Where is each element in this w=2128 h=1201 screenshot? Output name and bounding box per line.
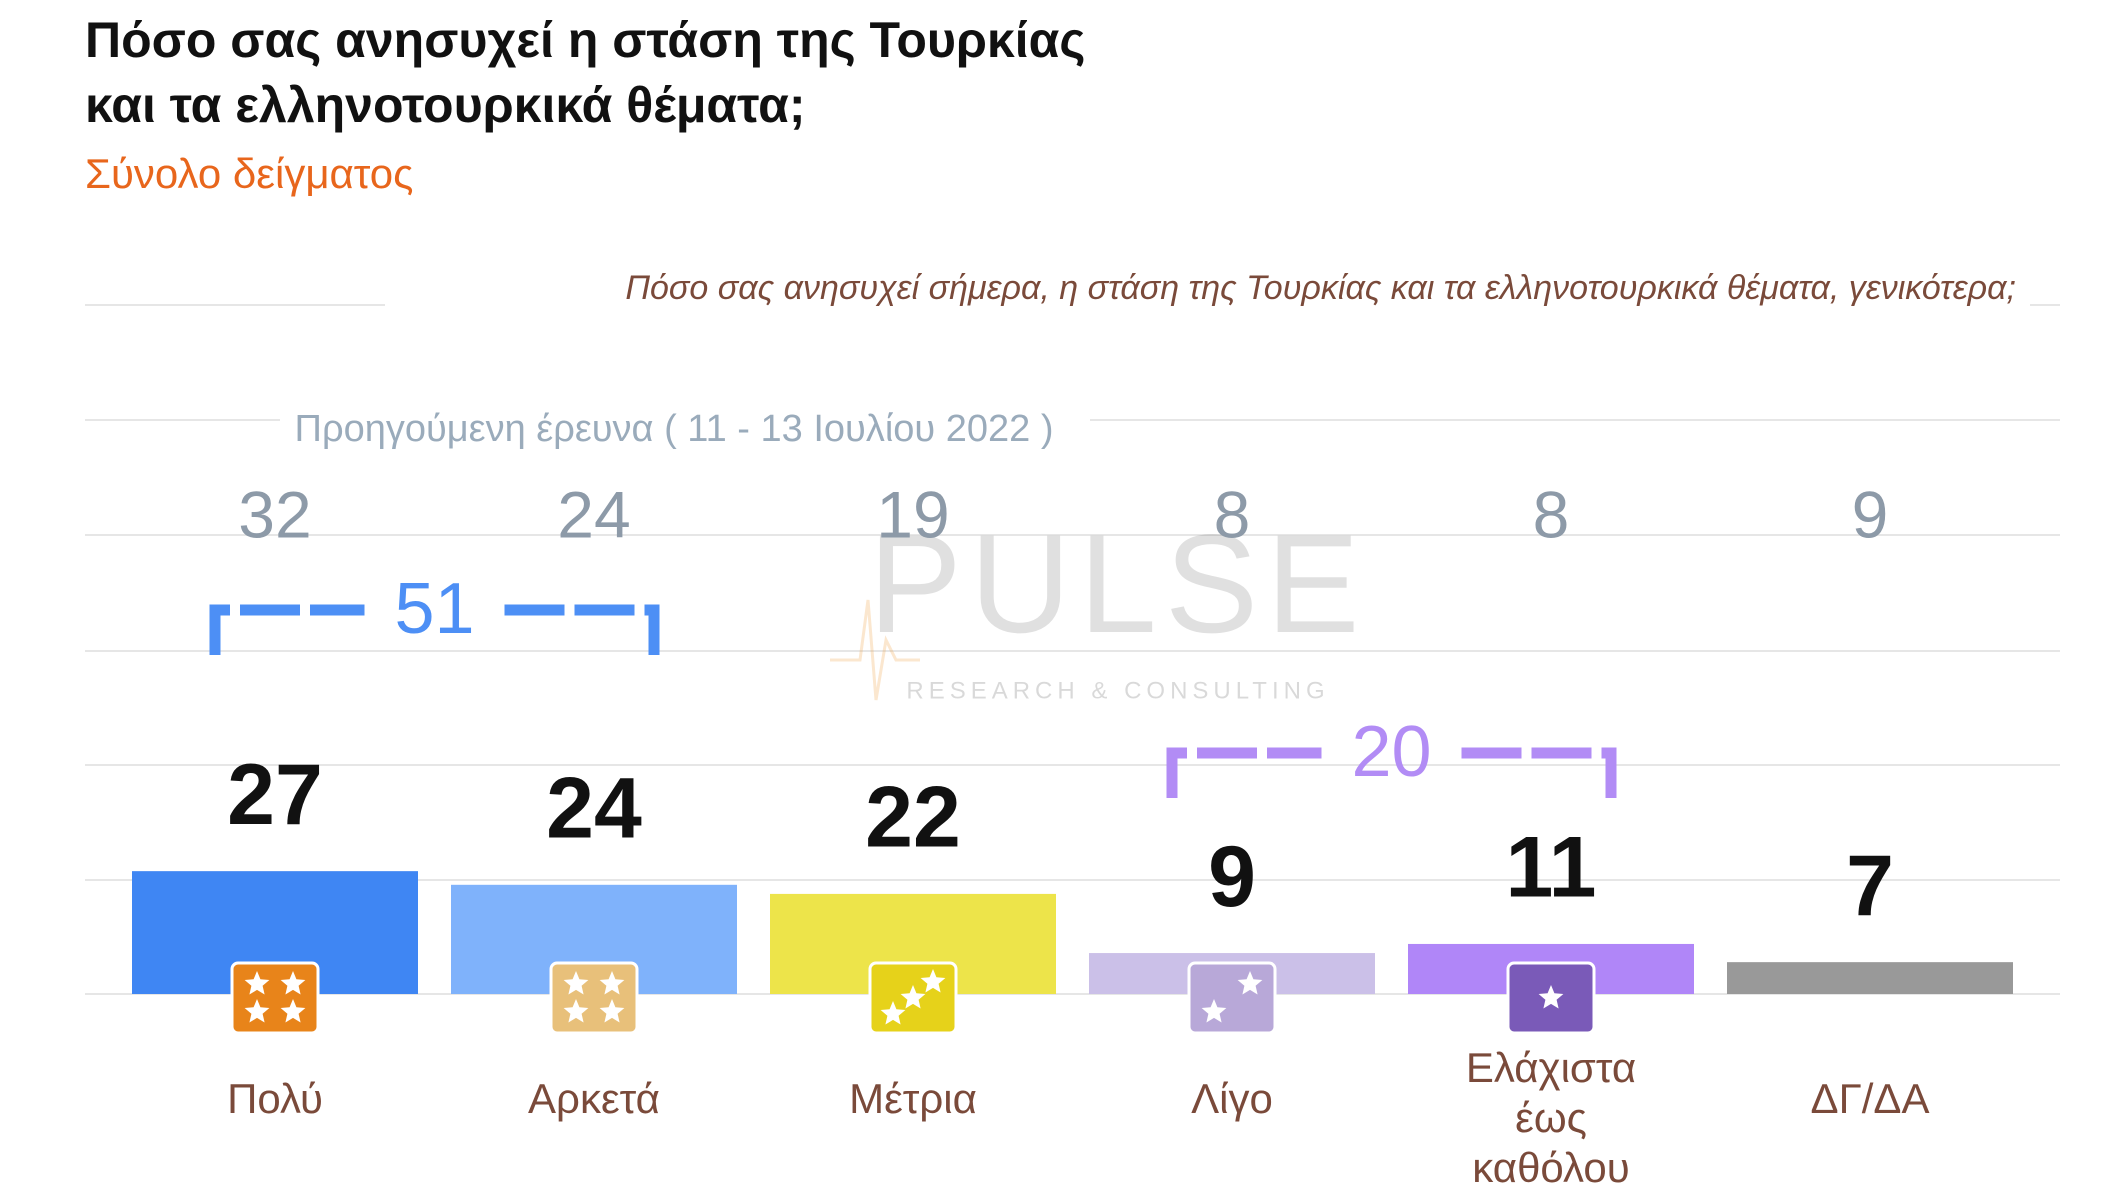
icon-star bbox=[563, 971, 589, 995]
value-label: 27 bbox=[227, 747, 323, 843]
icon-star bbox=[1201, 999, 1227, 1023]
icon bbox=[1187, 961, 1277, 1035]
bar bbox=[1727, 962, 2013, 994]
value-label: 22 bbox=[865, 770, 961, 866]
icon-star bbox=[900, 985, 926, 1009]
icon-star bbox=[244, 971, 270, 995]
value-label: 7 bbox=[1846, 838, 1894, 934]
icon-star bbox=[244, 999, 270, 1023]
previous-value: 8 bbox=[1533, 477, 1570, 551]
chart-title: και τα ελληνοτουρκικά θέματα; bbox=[85, 77, 805, 133]
icon bbox=[230, 961, 320, 1035]
watermark-tagline: RESEARCH & CONSULTING bbox=[906, 677, 1329, 704]
watermark: PULSE bbox=[868, 505, 1367, 662]
watermark-pulse bbox=[830, 599, 920, 701]
bracket bbox=[1166, 747, 1617, 798]
category-label: Πολύ bbox=[227, 1075, 323, 1122]
chart-subtitle: Σύνολο δείγματος bbox=[85, 150, 413, 197]
previous-value: 9 bbox=[1852, 477, 1889, 551]
category-label: ΔΓ/ΔΑ bbox=[1811, 1075, 1930, 1122]
bracket bbox=[209, 604, 660, 655]
icon-star bbox=[563, 999, 589, 1023]
previous-label: Προηγούμενη έρευνα ( 11 - 13 Ιουλίου 202… bbox=[295, 408, 1054, 450]
previous-value: 19 bbox=[876, 477, 949, 551]
icon-star bbox=[280, 999, 306, 1023]
icon-star bbox=[880, 1001, 906, 1025]
icon-star bbox=[599, 971, 625, 995]
previous-value: 8 bbox=[1214, 477, 1251, 551]
icon bbox=[549, 961, 639, 1035]
icon-star bbox=[1237, 971, 1263, 995]
chart-title: Πόσο σας ανησυχεί η στάση της Τουρκίας bbox=[85, 12, 1085, 68]
question: Πόσο σας ανησυχεί σήμερα, η στάση της Το… bbox=[625, 269, 2016, 307]
value-label: 11 bbox=[1506, 820, 1597, 916]
previous-value: 24 bbox=[557, 477, 630, 551]
category-label: Ελάχιστα έως καθόλου bbox=[1466, 1044, 1636, 1191]
category-label: Μέτρια bbox=[849, 1075, 977, 1122]
bracket-label: 20 bbox=[1351, 712, 1431, 792]
previous-value: 32 bbox=[238, 477, 311, 551]
icon-star bbox=[920, 969, 946, 993]
icon-star bbox=[599, 999, 625, 1023]
icon-star bbox=[280, 971, 306, 995]
value-label: 9 bbox=[1208, 829, 1256, 925]
bracket-label: 51 bbox=[394, 569, 474, 649]
label-bg bbox=[280, 405, 1090, 455]
category-label: Αρκετά bbox=[528, 1075, 660, 1122]
icon-star bbox=[1538, 985, 1564, 1009]
value-label: 24 bbox=[546, 761, 642, 857]
category-label: Λίγο bbox=[1191, 1075, 1273, 1122]
